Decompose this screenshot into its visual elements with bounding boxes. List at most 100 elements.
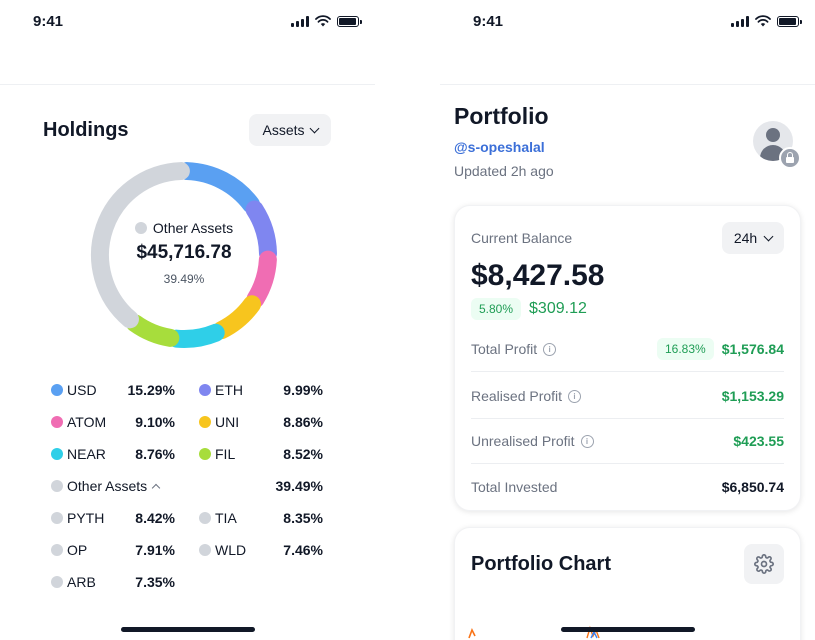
header-divider [440, 84, 815, 85]
donut-center-label-text: Other Assets [152, 220, 234, 236]
legend-pct-fil: 8.52% [283, 446, 323, 462]
home-indicator[interactable] [561, 627, 695, 632]
legend-label: USD [67, 382, 97, 398]
gear-icon [754, 554, 774, 574]
legend-label: Other Assets [67, 478, 148, 494]
stat-label: Total Profit i [471, 341, 557, 357]
info-icon[interactable]: i [568, 389, 582, 403]
holdings-donut-chart[interactable] [90, 161, 278, 349]
profit-percent-badge: 16.83% [657, 338, 714, 360]
other-assets-dot [134, 222, 147, 234]
donut-segment-usd[interactable] [178, 162, 260, 214]
legend-label: ATOM [67, 414, 107, 430]
legend-label: NEAR [67, 446, 106, 462]
legend-item-wld[interactable]: WLD [199, 538, 246, 562]
legend-row: ATOM 9.10% UNI 8.86% [51, 410, 323, 442]
change-value: $309.12 [529, 300, 587, 317]
legend-item-op[interactable]: OP [51, 538, 87, 562]
legend-pct-atom: 9.10% [135, 414, 175, 430]
legend-pct-pyth: 8.42% [135, 510, 175, 526]
legend-pct-other-assets: 39.49% [275, 478, 323, 494]
chart-settings-button[interactable] [744, 544, 784, 584]
lock-icon [779, 147, 801, 169]
fil-color-dot [199, 448, 211, 460]
holdings-screen: 9:41 Holdings Assets Other Assets $45,71… [0, 0, 375, 640]
stat-label-text: Total Profit [471, 341, 538, 357]
legend-item-uni[interactable]: UNI [199, 410, 239, 434]
wld-color-dot [199, 544, 211, 556]
balance-change: 5.80% $309.12 [471, 298, 587, 320]
stat-value: $1,576.84 [721, 341, 784, 357]
legend-label: OP [67, 542, 88, 558]
stat-label: Total Invested [471, 479, 557, 495]
stat-row-unrealised-profit: Unrealised Profit i $423.55 [471, 419, 784, 464]
legend-pct-usd: 15.29% [127, 382, 175, 398]
legend-item-near[interactable]: NEAR [51, 442, 106, 466]
op-color-dot [51, 544, 63, 556]
legend-row: Other Assets 39.49% [51, 474, 323, 506]
legend-pct-uni: 8.86% [283, 414, 323, 430]
stat-label-text: Total Invested [471, 478, 558, 495]
legend-row: USD 15.29% ETH 9.99% [51, 378, 323, 410]
assets-filter-label: Assets [262, 122, 305, 138]
pyth-color-dot [51, 512, 63, 524]
updated-timestamp: Updated 2h ago [454, 163, 554, 179]
wifi-icon [755, 15, 771, 27]
username-link[interactable]: @s-opeshalal [454, 139, 545, 155]
legend-item-arb[interactable]: ARB [51, 570, 96, 594]
atom-color-dot [51, 416, 63, 428]
stat-label: Unrealised Profit i [471, 433, 594, 449]
stat-label-text: Unrealised Profit [471, 433, 575, 449]
legend-item-eth[interactable]: ETH [199, 378, 243, 402]
legend-item-atom[interactable]: ATOM [51, 410, 106, 434]
legend-item-pyth[interactable]: PYTH [51, 506, 104, 530]
status-icons [731, 15, 802, 27]
legend-pct-eth: 9.99% [283, 382, 323, 398]
balance-value: $8,427.58 [471, 259, 605, 292]
cellular-signal-icon [291, 15, 309, 27]
stat-right: 16.83% $1,576.84 [657, 338, 784, 360]
donut-center-percent: 39.49% [163, 272, 205, 286]
time-range-label: 24h [733, 230, 758, 246]
legend-item-usd[interactable]: USD [51, 378, 97, 402]
chevron-up-icon [151, 483, 161, 492]
donut-center-value: $45,716.78 [136, 242, 232, 263]
legend-pct-op: 7.91% [135, 542, 175, 558]
stat-label-text: Realised Profit [471, 388, 563, 404]
balance-card: Current Balance 24h $8,427.58 5.80% $309… [454, 205, 801, 511]
legend-item-fil[interactable]: FIL [199, 442, 235, 466]
assets-filter-button[interactable]: Assets [249, 114, 331, 146]
arb-color-dot [51, 576, 63, 588]
legend-pct-near: 8.76% [135, 446, 175, 462]
battery-icon [777, 15, 802, 27]
donut-segment-other-assets[interactable] [91, 162, 190, 329]
legend-item-tia[interactable]: TIA [199, 506, 237, 530]
home-indicator[interactable] [121, 627, 255, 632]
chevron-down-icon [763, 231, 774, 241]
stat-value: $6,850.74 [721, 478, 784, 495]
chart-title: Portfolio Chart [471, 553, 611, 575]
legend-row: OP 7.91% WLD 7.46% [51, 538, 323, 570]
change-percent-badge: 5.80% [471, 298, 522, 320]
info-icon[interactable]: i [543, 342, 557, 356]
status-time: 9:41 [473, 13, 504, 30]
legend-pct-wld: 7.46% [283, 542, 323, 558]
legend-row: ARB 7.35% [51, 570, 323, 602]
status-bar: 9:41 [0, 0, 375, 44]
legend-pct-tia: 8.35% [283, 510, 323, 526]
donut-center-label: Other Assets [134, 220, 234, 236]
header-divider [0, 84, 375, 85]
donut-segment-eth[interactable] [245, 200, 277, 263]
portfolio-screen: 9:41 Portfolio @s-opeshalal Updated 2h a… [440, 0, 815, 640]
holdings-legend: USD 15.29% ETH 9.99% ATOM 9.10% UNI 8.86… [51, 378, 323, 602]
holdings-title: Holdings [43, 119, 129, 141]
cellular-signal-icon [731, 15, 749, 27]
balance-label: Current Balance [471, 230, 573, 246]
tia-color-dot [199, 512, 211, 524]
legend-label: ETH [215, 382, 243, 398]
status-time: 9:41 [33, 13, 64, 30]
info-icon[interactable]: i [580, 434, 594, 448]
time-range-selector[interactable]: 24h [722, 222, 784, 254]
legend-item-other-assets-toggle[interactable]: Other Assets [51, 474, 161, 498]
legend-label: PYTH [67, 510, 105, 526]
